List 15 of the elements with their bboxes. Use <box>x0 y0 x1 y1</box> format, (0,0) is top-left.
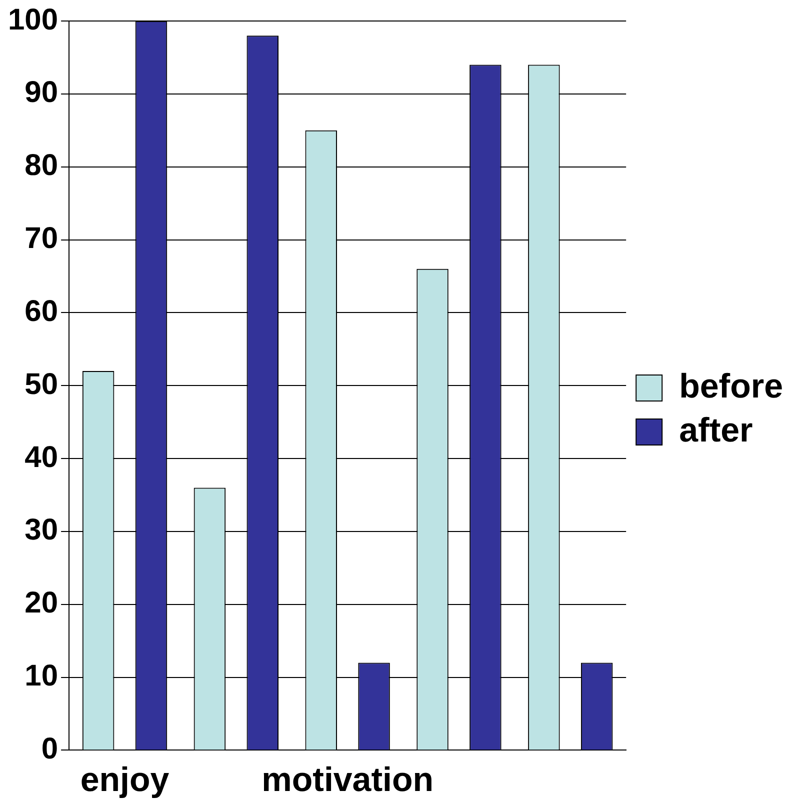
y-tick-label: 30 <box>24 514 58 547</box>
legend-label: after <box>679 411 753 450</box>
y-tick-label: 20 <box>24 586 58 620</box>
y-tick-label: 90 <box>24 76 58 110</box>
y-tick-label: 10 <box>24 660 58 693</box>
y-tick-label: 80 <box>24 149 58 182</box>
y-tick-label: 0 <box>41 732 58 766</box>
x-tick-label: enjoy <box>80 760 170 799</box>
x-tick-label: motivation <box>262 760 434 799</box>
y-tick-label: 40 <box>24 440 58 474</box>
legend-label: before <box>679 367 784 406</box>
y-tick-label: 50 <box>24 368 58 401</box>
y-tick-label: 60 <box>24 294 58 328</box>
y-tick-label: 100 <box>8 3 58 36</box>
y-tick-label: 70 <box>24 222 58 256</box>
